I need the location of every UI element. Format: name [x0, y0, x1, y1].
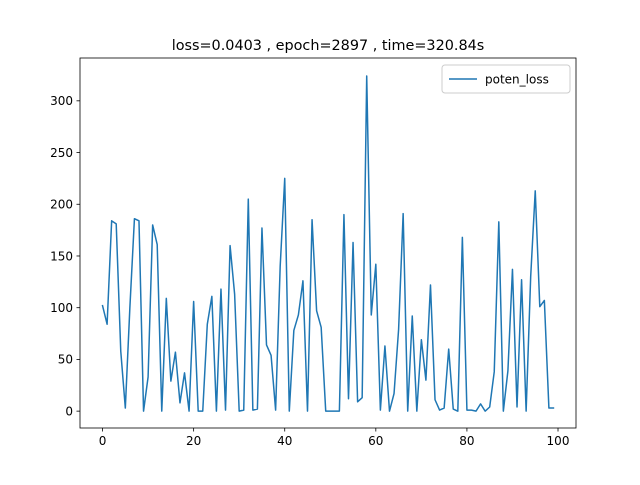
chart-title: loss=0.0403 , epoch=2897 , time=320.84s [172, 38, 485, 54]
axes-frame [79, 57, 577, 429]
legend: poten_loss [441, 64, 571, 94]
x-tick-label: 100 [547, 434, 570, 448]
x-tick-label: 20 [186, 434, 201, 448]
x-tick-label: 0 [99, 434, 107, 448]
legend-label: poten_loss [485, 72, 549, 86]
plot-series-layer [101, 75, 555, 412]
legend-box [441, 64, 571, 94]
y-axis: 0 50 100 150 200 250 300 [50, 94, 80, 418]
x-tick-label: 60 [368, 434, 383, 448]
y-tick-label: 50 [58, 353, 73, 367]
y-tick-label: 0 [65, 404, 73, 418]
y-tick-label: 100 [50, 301, 73, 315]
x-axis: 0 20 40 60 80 100 [99, 428, 570, 448]
y-tick-label: 150 [50, 249, 73, 263]
y-tick-label: 300 [50, 94, 73, 108]
x-tick-label: 40 [277, 434, 292, 448]
y-tick-label: 250 [50, 146, 73, 160]
y-tick-label: 200 [50, 198, 73, 212]
x-tick-label: 80 [459, 434, 474, 448]
series-line-poten_loss [101, 75, 555, 412]
